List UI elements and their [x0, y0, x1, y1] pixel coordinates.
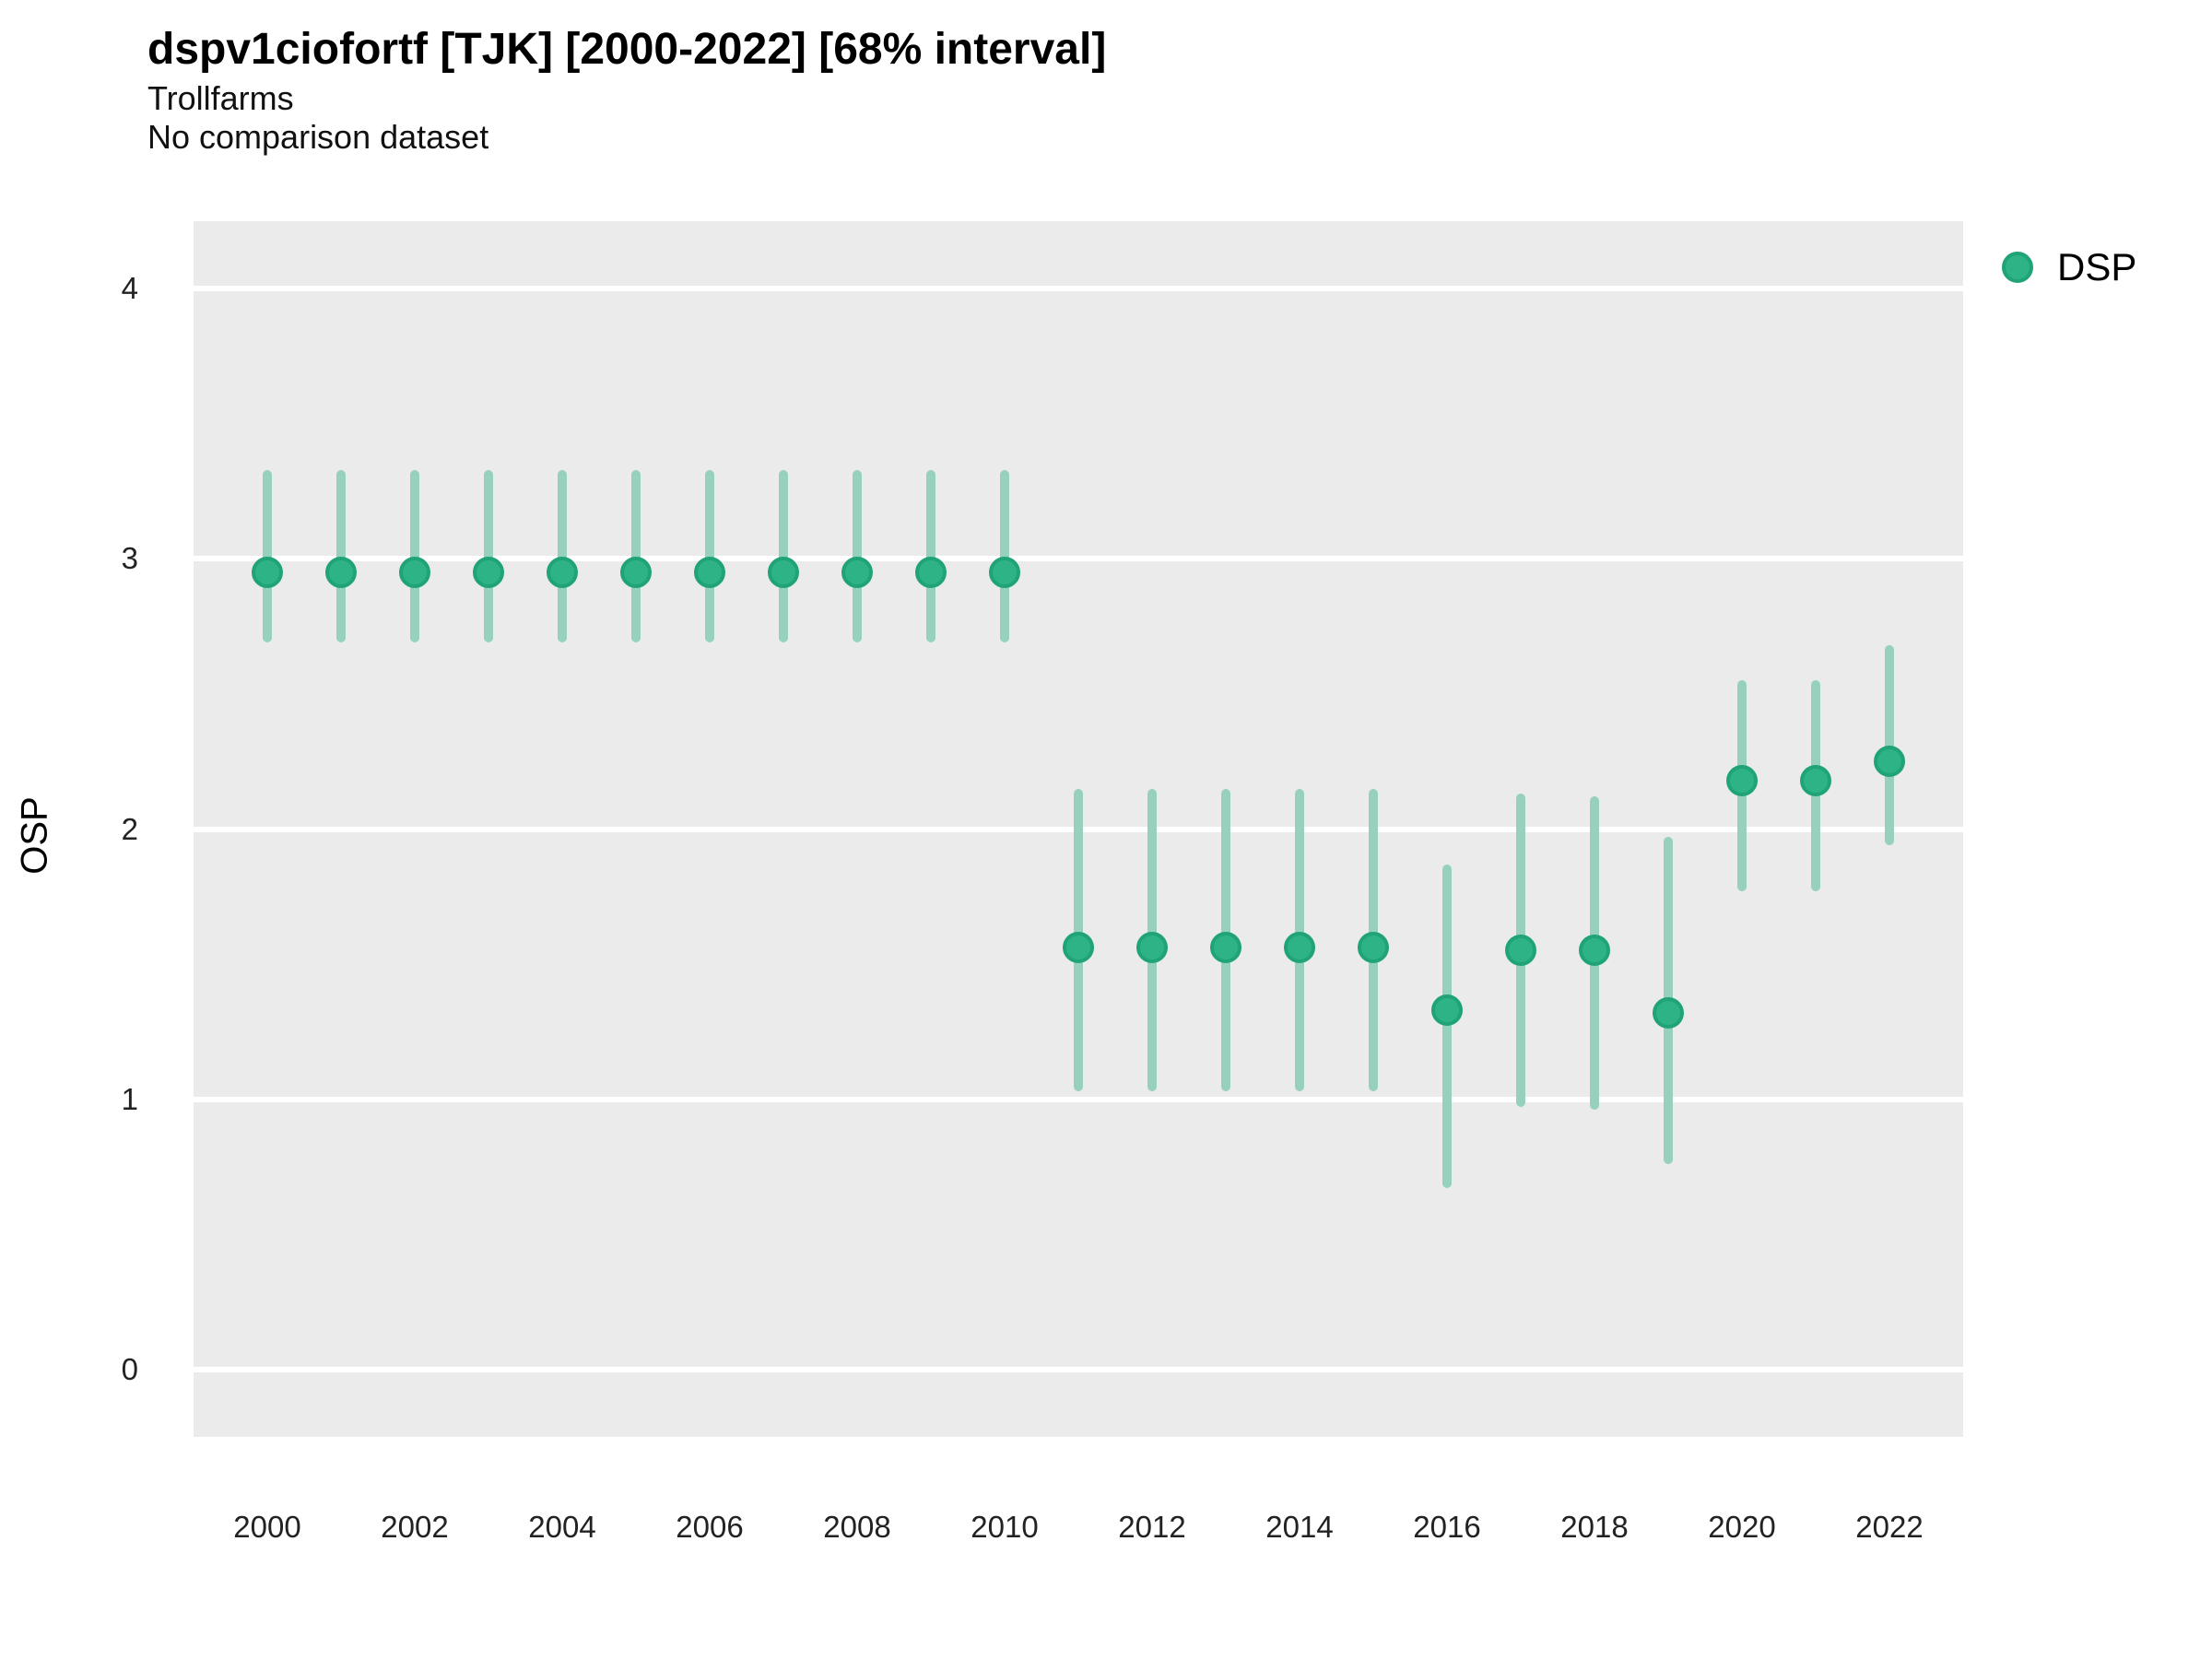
x-tick-label-2018: 2018 [1560, 1510, 1629, 1544]
interval-bar-2003 [484, 469, 493, 643]
gridline-y-0 [194, 1366, 1963, 1372]
data-point-2004 [547, 557, 578, 589]
y-tick-label-1: 1 [121, 1081, 138, 1116]
interval-bar-2004 [558, 469, 567, 643]
interval-bar-2009 [926, 469, 935, 643]
data-point-2007 [768, 557, 799, 589]
interval-bar-2016 [1442, 864, 1452, 1189]
x-tick-label-2020: 2020 [1708, 1510, 1776, 1544]
legend-circle-icon [2002, 252, 2033, 283]
x-tick-label-2022: 2022 [1855, 1510, 1924, 1544]
data-point-2020 [1726, 764, 1758, 796]
data-point-2013 [1210, 932, 1241, 964]
data-point-2016 [1431, 994, 1463, 1026]
data-point-2018 [1579, 935, 1610, 967]
legend-label: DSP [2057, 245, 2137, 288]
y-tick-label-3: 3 [121, 541, 138, 576]
data-point-2003 [473, 557, 504, 589]
y-tick-label-4: 4 [121, 271, 138, 306]
interval-bar-2007 [779, 469, 788, 643]
data-point-2008 [841, 557, 873, 589]
data-point-2022 [1874, 746, 1905, 778]
chart-subtitle: Trollfarms [147, 79, 294, 117]
x-tick-label-2010: 2010 [971, 1510, 1039, 1544]
interval-bar-2006 [705, 469, 714, 643]
x-tick-label-2000: 2000 [233, 1510, 301, 1544]
interval-bar-2005 [631, 469, 641, 643]
data-point-2010 [989, 557, 1020, 589]
data-point-2001 [325, 557, 357, 589]
comparison-note: No comparison dataset [147, 118, 489, 156]
data-point-2015 [1358, 932, 1389, 964]
y-tick-label-0: 0 [121, 1351, 138, 1386]
data-point-2017 [1505, 935, 1536, 967]
chart-title: dspv1ciofortf [TJK] [2000-2022] [68% int… [147, 25, 1107, 74]
x-tick-label-2004: 2004 [528, 1510, 596, 1544]
interval-bar-2022 [1885, 645, 1894, 846]
x-tick-label-2012: 2012 [1118, 1510, 1186, 1544]
plot-panel [194, 221, 1963, 1437]
y-tick-label-2: 2 [121, 811, 138, 846]
interval-bar-2008 [853, 469, 862, 643]
data-point-2021 [1800, 764, 1831, 796]
interval-bar-2001 [336, 469, 346, 643]
gridline-y-4 [194, 286, 1963, 292]
x-tick-label-2008: 2008 [823, 1510, 891, 1544]
data-point-2000 [252, 557, 283, 589]
data-point-2005 [620, 557, 652, 589]
data-point-2011 [1063, 932, 1094, 964]
legend: DSP [2002, 245, 2136, 289]
x-tick-label-2002: 2002 [381, 1510, 449, 1544]
data-point-2006 [694, 557, 725, 589]
data-point-2019 [1653, 996, 1684, 1029]
interval-bar-2010 [1000, 469, 1009, 643]
gridline-y-3 [194, 556, 1963, 562]
gridline-y-1 [194, 1096, 1963, 1102]
x-tick-label-2014: 2014 [1265, 1510, 1334, 1544]
x-tick-label-2006: 2006 [676, 1510, 744, 1544]
data-point-2012 [1136, 932, 1168, 964]
data-point-2002 [399, 557, 430, 589]
interval-bar-2000 [263, 469, 272, 643]
x-tick-label-2016: 2016 [1413, 1510, 1481, 1544]
data-point-2009 [915, 557, 947, 589]
data-point-2014 [1284, 932, 1315, 964]
interval-bar-2002 [410, 469, 419, 643]
